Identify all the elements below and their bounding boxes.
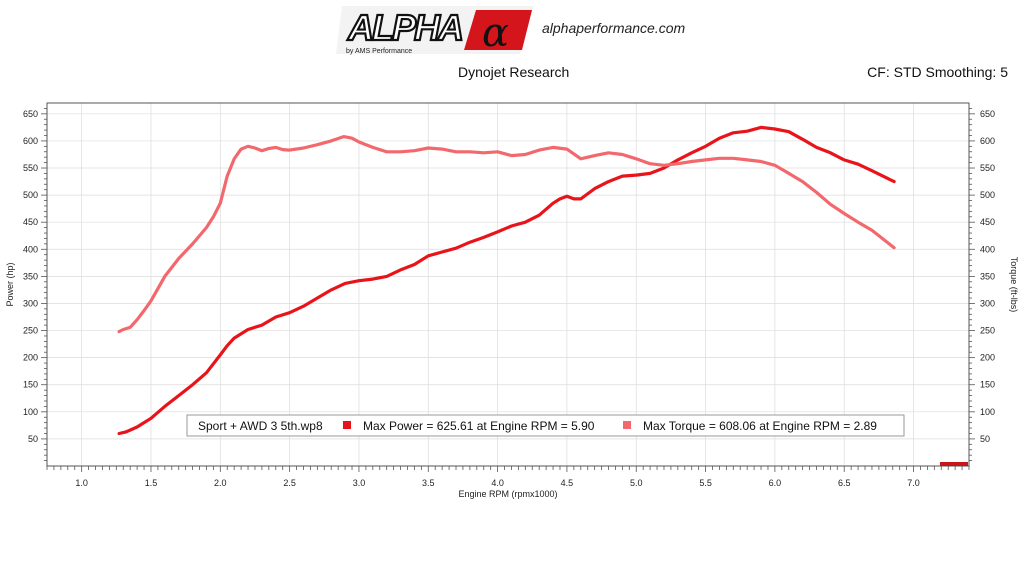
- y-tick-label-right: 300: [980, 298, 995, 308]
- y-tick-label-left: 650: [23, 109, 38, 119]
- minor-ticks: [41, 108, 975, 472]
- x-tick-label: 4.0: [491, 478, 504, 488]
- correction-smoothing-info: CF: STD Smoothing: 5: [867, 64, 1008, 80]
- x-tick-label: 1.5: [145, 478, 158, 488]
- power-curve: [117, 125, 896, 436]
- legend-torque-swatch: [623, 421, 631, 429]
- logo-alpha-symbol: α: [482, 10, 509, 56]
- x-tick-label: 5.5: [699, 478, 712, 488]
- y-tick-label-right: 250: [980, 326, 995, 336]
- grid-lines: [47, 103, 969, 466]
- x-tick-label: 6.5: [838, 478, 851, 488]
- legend-box: [186, 414, 905, 437]
- y-tick-label-right: 600: [980, 136, 995, 146]
- dynojet-watermark: [940, 462, 968, 466]
- x-tick-label: 4.5: [561, 478, 574, 488]
- y-tick-label-left: 100: [23, 407, 38, 417]
- dyno-chart: 1.0 1.5 2.0 2.5 3.0 3.5 4.0 4.5 5.0 5.5 6.0 6.5 7.0 5…: [5, 102, 1019, 499]
- x-tick-label: 1.0: [75, 478, 88, 488]
- y-tick-label-left: 400: [23, 244, 38, 254]
- y-tick-label-left: 50: [28, 434, 38, 444]
- y-tick-label-left: 300: [23, 298, 38, 308]
- website-url: alphaperformance.com: [542, 20, 686, 36]
- logo-subtitle: by AMS Performance: [346, 48, 412, 55]
- y-tick-label-right: 500: [980, 190, 995, 200]
- data-series: [117, 125, 896, 436]
- y-tick-label-right: 100: [980, 407, 995, 417]
- y-tick-label-right: 650: [980, 109, 995, 119]
- y-tick-label-right: 400: [980, 244, 995, 254]
- y-tick-label-left: 450: [23, 217, 38, 227]
- y-tick-label-left: 350: [23, 271, 38, 281]
- torque-curve: [117, 135, 896, 334]
- y-tick-label-right: 350: [980, 271, 995, 281]
- x-tick-label: 3.5: [422, 478, 435, 488]
- y-tick-label-left: 600: [23, 136, 38, 146]
- y-axis-label-left: Power (hp): [5, 262, 15, 306]
- legend-file-name: Sport + AWD 3 5th.wp8: [198, 419, 323, 433]
- legend-max-torque: Max Torque = 608.06 at Engine RPM = 2.89: [643, 419, 877, 433]
- x-tick-label: 5.0: [630, 478, 643, 488]
- x-tick-label: 3.0: [353, 478, 366, 488]
- y-tick-label-left: 200: [23, 353, 38, 363]
- y-tick-label-right: 50: [980, 434, 990, 444]
- x-tick-label: 6.0: [769, 478, 782, 488]
- logo-wordmark: ALPHA: [347, 7, 462, 48]
- x-tick-label: 2.0: [214, 478, 227, 488]
- legend: Sport + AWD 3 5th.wp8 Max Power = 625.61…: [186, 414, 905, 437]
- tick-labels: 1.0 1.5 2.0 2.5 3.0 3.5 4.0 4.5 5.0 5.5 6.0 6.5 7.0 5…: [23, 109, 995, 488]
- plot-frame: [46, 102, 970, 467]
- y-tick-label-left: 550: [23, 163, 38, 173]
- legend-power-swatch: [343, 421, 351, 429]
- y-axis-label-right: Torque (ft-lbs): [1009, 257, 1019, 313]
- y-tick-label-left: 250: [23, 326, 38, 336]
- y-tick-label-left: 500: [23, 190, 38, 200]
- y-tick-label-right: 200: [980, 353, 995, 363]
- x-axis-label: Engine RPM (rpmx1000): [458, 489, 557, 499]
- y-tick-label-right: 150: [980, 380, 995, 390]
- y-tick-label-left: 150: [23, 380, 38, 390]
- x-tick-label: 7.0: [907, 478, 920, 488]
- chart-heading: Dynojet Research: [458, 64, 570, 80]
- alpha-performance-logo: ALPHA α by AMS Performance: [336, 6, 534, 56]
- legend-max-power: Max Power = 625.61 at Engine RPM = 5.90: [363, 419, 595, 433]
- y-tick-label-right: 550: [980, 163, 995, 173]
- x-tick-label: 2.5: [283, 478, 296, 488]
- y-tick-label-right: 450: [980, 217, 995, 227]
